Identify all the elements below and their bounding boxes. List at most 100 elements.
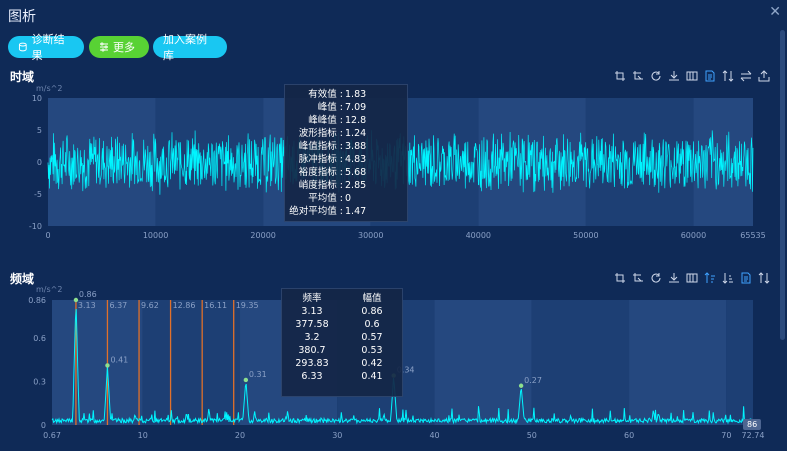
diagnosis-result-label: 诊断结果: [31, 33, 65, 62]
harmonic-marker-label: 6.37: [109, 301, 127, 310]
tooltip-value: 12.8: [345, 115, 367, 126]
add-case-button[interactable]: 加入案例库: [153, 33, 227, 62]
crop-reset-icon[interactable]: [632, 70, 644, 82]
freq-domain-title: 频域: [10, 272, 35, 286]
crop-reset-icon[interactable]: [632, 272, 644, 284]
sort-asc-icon[interactable]: [704, 272, 716, 284]
diagnosis-result-button[interactable]: 诊断结果: [8, 33, 84, 62]
freq-y-tick: 0: [41, 421, 46, 430]
tooltip-value: 1.83: [345, 89, 367, 100]
document-icon[interactable]: [704, 70, 716, 82]
freq-grid-band: [726, 300, 753, 425]
time-x-tick: 60000: [681, 231, 706, 240]
tooltip-value: 7.09: [345, 102, 367, 113]
freq-x-tick: 50: [527, 431, 537, 440]
tooltip-value: 1.47: [345, 206, 367, 217]
table-cell: 6.33: [301, 371, 323, 382]
freq-y-tick: 0.86: [28, 296, 46, 305]
peak-label: 0.86: [79, 290, 97, 299]
tooltip-row: 峭度指标 :2.85: [285, 179, 407, 192]
table-cell: 0.57: [361, 332, 383, 343]
freq-unit-label: m/s^2: [36, 285, 63, 294]
freq-y-axis: 0.86 0.6 0.3 0: [28, 296, 46, 430]
tooltip-value: 4.83: [345, 154, 367, 165]
peak-point: [105, 363, 110, 368]
data-view-icon[interactable]: [686, 70, 698, 82]
tooltip-value: 5.68: [345, 167, 367, 178]
refresh-icon[interactable]: [650, 70, 662, 82]
tooltip-key: 峰值 :: [317, 102, 343, 113]
time-y-tick: 0: [37, 158, 42, 167]
table-cell: 3.2: [304, 332, 320, 343]
freq-x-tick: 40: [429, 431, 439, 440]
freq-grid-band: [52, 300, 143, 425]
peak-label: 0.41: [110, 355, 128, 364]
scrollbar[interactable]: [780, 30, 785, 340]
tooltip-row: 波形指标 :1.24: [285, 127, 407, 140]
freq-spectrum: [51, 308, 754, 425]
peak-label: 0.31: [249, 370, 267, 379]
table-row: 3.2 0.57: [282, 331, 402, 344]
peak-point: [243, 377, 249, 383]
freq-grid-band: [434, 300, 532, 425]
swap-icon[interactable]: [740, 70, 752, 82]
data-view-icon[interactable]: [686, 272, 698, 284]
time-x-axis: 0 10000 20000 30000 40000 50000 60000 65535: [45, 231, 765, 240]
tooltip-key: 峭度指标 :: [298, 180, 343, 191]
freq-chart-toolbar: [614, 272, 770, 284]
sort-desc-icon[interactable]: [722, 272, 734, 284]
tooltip-value: 1.24: [345, 128, 367, 139]
table-row: 380.7 0.53: [282, 344, 402, 357]
tooltip-row: 峰值 :7.09: [285, 101, 407, 114]
tooltip-key: 裕度指标 :: [298, 167, 343, 178]
refresh-icon[interactable]: [650, 272, 662, 284]
table-cell: 377.58: [295, 319, 329, 330]
harmonic-marker-label: 12.86: [173, 301, 196, 310]
zoom-value-badge: 86: [743, 419, 762, 430]
time-x-tick: 10000: [143, 231, 168, 240]
document-icon[interactable]: [740, 272, 752, 284]
table-cell: 0.53: [361, 345, 383, 356]
time-y-axis: 10 5 0 -5 -10: [29, 94, 42, 231]
tooltip-row: 峰值指标 :3.88: [285, 140, 407, 153]
table-cell: 0.41: [361, 371, 383, 382]
freq-harmonic-markers: 3.13 6.37 9.62 12.86 16.11 19.35: [75, 300, 259, 425]
time-x-tick: 0: [45, 231, 50, 240]
freq-peaks: 0.86 0.41 0.31 0.34 0.27: [73, 290, 542, 388]
time-unit-label: m/s^2: [36, 84, 63, 93]
freq-x-axis: 0.67 10 20 30 40 50 60 70 72.74: [43, 431, 764, 440]
peak-point: [73, 297, 79, 303]
freq-x-tick: 10: [138, 431, 148, 440]
freq-x-tick: 0.67: [43, 431, 61, 440]
sort-icon[interactable]: [758, 272, 770, 284]
download-icon[interactable]: [668, 70, 680, 82]
table-header-cell: 幅值: [362, 293, 382, 304]
table-row: 6.33 0.41: [282, 370, 402, 383]
close-icon[interactable]: ✕: [769, 4, 781, 20]
export-icon[interactable]: [758, 70, 770, 82]
harmonic-marker-label: 16.11: [204, 301, 227, 310]
time-stats-tooltip: 有效值 :1.83 峰值 :7.09 峰峰值 :12.8 波形指标 :1.24 峰值指标…: [284, 84, 408, 222]
freq-x-tick: 30: [332, 431, 342, 440]
download-icon[interactable]: [668, 272, 680, 284]
window-title: 图析: [8, 9, 36, 25]
sort-icon[interactable]: [722, 70, 734, 82]
tooltip-row: 裕度指标 :5.68: [285, 166, 407, 179]
more-button[interactable]: 更多: [89, 36, 149, 58]
crop-icon[interactable]: [614, 70, 626, 82]
tooltip-key: 波形指标 :: [298, 128, 343, 139]
time-domain-title: 时域: [10, 70, 35, 84]
peak-label: 0.34: [397, 366, 415, 375]
freq-grid-band: [629, 300, 727, 425]
crop-icon[interactable]: [614, 272, 626, 284]
tooltip-key: 峰值指标 :: [298, 141, 343, 152]
tooltip-value: 2.85: [345, 180, 367, 191]
freq-peak-table: 频率 幅值 3.13 0.86 377.58 0.6 3.2 0.57 380.7 0.53 293…: [281, 288, 403, 397]
sliders-icon: [100, 42, 108, 52]
tooltip-key: 绝对平均值 :: [289, 206, 343, 217]
table-cell: 0.86: [361, 306, 383, 317]
tooltip-key: 峰峰值 :: [308, 115, 343, 126]
time-x-tick: 65535: [740, 231, 765, 240]
time-y-tick: 5: [37, 126, 42, 135]
table-header-cell: 频率: [302, 293, 322, 304]
